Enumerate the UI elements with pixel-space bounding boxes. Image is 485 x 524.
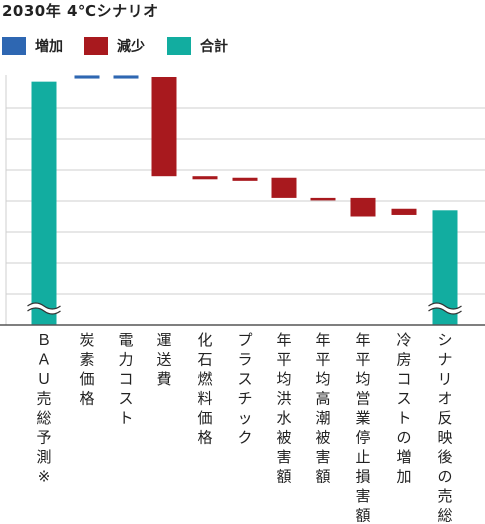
legend-swatch-decrease [84,37,108,55]
bar-5 [192,176,218,180]
legend-item-total: 合計 [167,36,228,56]
category-label-1: ＢＡＵ売総予測※ [36,331,51,486]
bar-7 [271,177,297,198]
legend: 増加 減少 合計 [0,36,485,56]
category-label-4: 運送費 [156,331,171,388]
legend-swatch-increase [2,37,26,55]
bar-10 [391,208,417,215]
category-label-7: 年平均洪水被害額 [276,331,291,486]
bar-8 [310,197,336,201]
bar-1 [31,81,57,326]
legend-item-increase: 増加 [2,36,63,56]
bar-4 [151,77,177,177]
bar-2 [74,75,100,79]
legend-item-decrease: 減少 [84,36,145,56]
category-label-6: プラスチック [237,331,252,447]
axis-break-line-b-11 [428,307,462,315]
category-label-9: 年平均営業停止損害額 [355,331,370,524]
legend-label-increase: 増加 [35,39,63,55]
category-label-5: 化石燃料価格 [197,331,212,447]
legend-swatch-total [167,37,191,55]
category-label-8: 年平均高潮被害額 [315,331,330,486]
category-label-11: シナリオ反映後の売総 [437,331,452,524]
axis-break-fill-1 [27,303,61,314]
waterfall-chart: ＢＡＵ売総予測※ 炭素価格 電力コスト 運送費 化石燃料価格 プラスチック 年平均洪水被害額… [0,75,485,524]
category-label-2: 炭素価格 [79,331,94,408]
axis-break-line-b-1 [27,307,61,315]
category-label-10: 冷房コストの増加 [396,331,411,486]
bar-6 [232,177,258,181]
legend-label-decrease: 減少 [117,39,145,55]
category-label-3: 電力コスト [118,331,133,427]
axis-break-line-a-1 [27,302,61,310]
bar-3 [113,75,139,79]
axis-break-line-a-11 [428,302,462,310]
legend-label-total: 合計 [200,39,228,55]
chart-title: 2030年 4℃シナリオ [2,2,159,20]
bar-9 [350,197,376,217]
axis-break-fill-11 [428,303,462,314]
